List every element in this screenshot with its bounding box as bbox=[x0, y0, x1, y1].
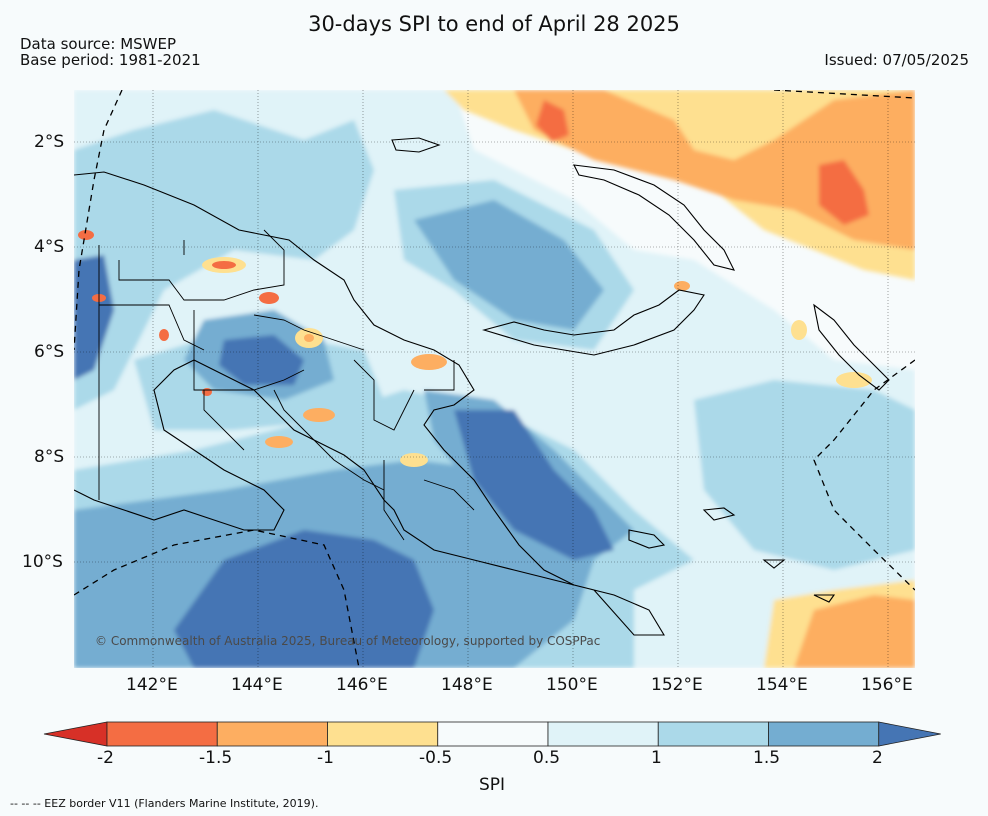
spi-field-wet-medium bbox=[74, 110, 374, 410]
colorbar-tick: 1 bbox=[651, 748, 662, 768]
colorbar-swatch bbox=[106, 721, 218, 747]
spi-field-dry-strong bbox=[819, 160, 869, 225]
spi-field-dry-medium bbox=[514, 90, 915, 250]
new-ireland-coast bbox=[573, 164, 736, 271]
provincial-borders bbox=[98, 229, 475, 541]
lon-label: 142°E bbox=[126, 675, 178, 695]
colorbar-swatch bbox=[768, 721, 880, 747]
lon-label: 144°E bbox=[231, 675, 283, 695]
lon-label: 156°E bbox=[861, 675, 913, 695]
spi-field-very-wet bbox=[174, 530, 434, 668]
eez-border-south bbox=[74, 529, 360, 668]
eez-legend-note: -- -- -- EEZ border V11 (Flanders Marine… bbox=[10, 797, 319, 810]
spi-field-dry-strong-2 bbox=[536, 100, 569, 142]
colorbar-extend-high bbox=[878, 721, 941, 747]
colorbar-tick: -1.5 bbox=[199, 748, 233, 768]
colorbar-swatch bbox=[437, 721, 549, 747]
lon-label: 154°E bbox=[756, 675, 808, 695]
colorbar-swatch bbox=[216, 721, 328, 747]
eez-border-west bbox=[74, 90, 123, 351]
map-canvas bbox=[74, 90, 915, 668]
lat-label: 6°S bbox=[34, 342, 65, 362]
colorbar-tick: 2 bbox=[872, 748, 883, 768]
spi-field-dry-medium-2 bbox=[794, 595, 915, 668]
solomon-coast bbox=[628, 507, 836, 603]
colorbar-swatch bbox=[327, 721, 439, 747]
new-britain-coast bbox=[481, 289, 705, 356]
eez-border-east bbox=[813, 359, 915, 591]
lat-label: 10°S bbox=[22, 552, 63, 572]
colorbar-tick: 1.5 bbox=[753, 748, 781, 768]
gridlines bbox=[74, 90, 915, 668]
lon-label: 146°E bbox=[336, 675, 388, 695]
colorbar-tick: -2 bbox=[97, 748, 114, 768]
lat-label: 4°S bbox=[34, 237, 65, 257]
map-credit: © Commonwealth of Australia 2025, Bureau… bbox=[95, 634, 601, 648]
colorbar-tick: -0.5 bbox=[419, 748, 453, 768]
spi-field-very-wet-3 bbox=[219, 335, 304, 385]
data-source-label: Data source: MSWEP bbox=[20, 35, 177, 53]
eez-border-northeast bbox=[773, 90, 915, 99]
spi-field-very-wet-4 bbox=[74, 255, 114, 380]
spi-colorbar bbox=[43, 721, 941, 747]
spi-dry-spots bbox=[78, 230, 872, 467]
coastlines bbox=[74, 137, 890, 636]
spi-fields bbox=[74, 90, 915, 668]
eez-borders bbox=[74, 90, 915, 668]
base-period-label: Base period: 1981-2021 bbox=[20, 51, 201, 69]
colorbar-label: SPI bbox=[478, 775, 506, 795]
colorbar-tick: 0.5 bbox=[533, 748, 561, 768]
colorbar-swatch bbox=[547, 721, 659, 747]
lon-label: 150°E bbox=[546, 675, 598, 695]
spi-field-wet-medium-4 bbox=[694, 380, 915, 570]
lat-label: 8°S bbox=[34, 447, 65, 467]
lon-label: 152°E bbox=[651, 675, 703, 695]
new-guinea-coast bbox=[74, 171, 665, 636]
spi-field-very-wet-2 bbox=[454, 410, 614, 560]
colorbar-swatch bbox=[657, 721, 769, 747]
spi-map bbox=[74, 90, 915, 668]
issued-date-label: Issued: 07/05/2025 bbox=[824, 51, 969, 69]
colorbar-tick: -1 bbox=[317, 748, 334, 768]
lat-label: 2°S bbox=[34, 132, 65, 152]
map-title: 30-days SPI to end of April 28 2025 bbox=[308, 12, 680, 36]
lon-label: 148°E bbox=[441, 675, 493, 695]
bougainville-coast bbox=[813, 303, 890, 391]
spi-field-wet-strong-2 bbox=[414, 200, 604, 330]
colorbar-extend-low bbox=[43, 721, 108, 747]
manus-coast bbox=[391, 137, 441, 153]
